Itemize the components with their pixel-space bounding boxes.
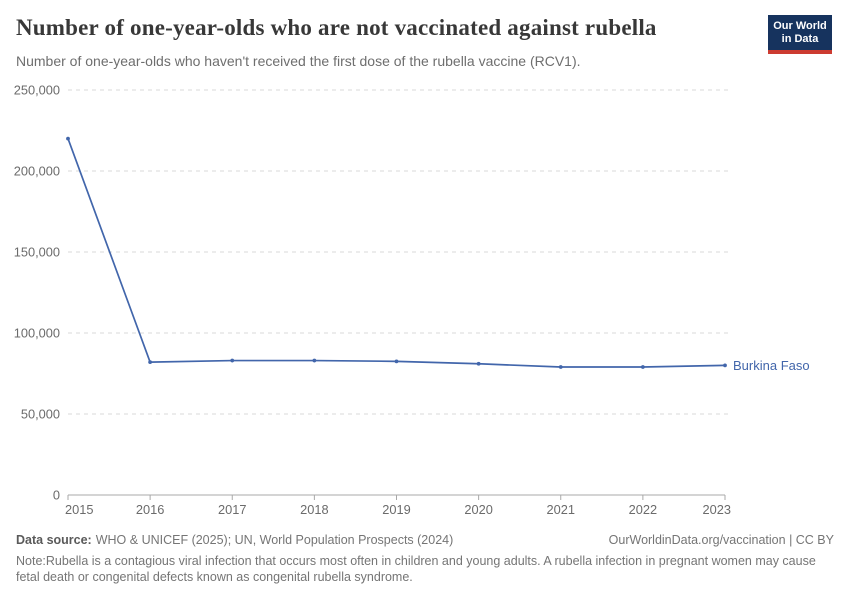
chart-subtitle: Number of one-year-olds who haven't rece… (16, 53, 581, 69)
x-axis-tick-label: 2019 (382, 502, 410, 517)
owid-logo[interactable]: Our World in Data (768, 15, 832, 54)
data-point[interactable] (640, 365, 645, 369)
chart-title: Number of one-year-olds who are not vacc… (16, 15, 657, 40)
data-point[interactable] (66, 136, 70, 141)
owid-logo-accent-bar (768, 50, 832, 54)
data-point[interactable] (230, 358, 235, 363)
x-axis-tick-label: 2018 (300, 502, 328, 517)
y-axis-tick-label: 250,000 (14, 83, 60, 98)
y-axis-tick-label: 200,000 (14, 164, 60, 179)
y-axis-tick-label: 50,000 (21, 407, 60, 422)
data-source-text: WHO & UNICEF (2025); UN, World Populatio… (95, 533, 454, 547)
data-point[interactable] (476, 361, 481, 366)
y-axis-tick-label: 0 (53, 488, 60, 503)
x-axis-tick-label: 2016 (136, 502, 164, 517)
owid-logo-text: Our World in Data (768, 15, 832, 50)
owid-logo-line1: Our World (773, 20, 827, 32)
x-axis-tick-label: 2021 (547, 502, 575, 517)
data-point[interactable] (558, 365, 563, 369)
x-axis-tick-label: 2022 (629, 502, 657, 517)
data-source-label: Data source: (16, 533, 92, 547)
x-axis-tick-label: 2023 (703, 502, 731, 517)
x-axis-tick-label: 2015 (65, 502, 93, 517)
data-point[interactable] (312, 358, 317, 363)
x-axis-tick-label: 2020 (464, 502, 492, 517)
chart-footer: Data source: WHO & UNICEF (2025); UN, Wor… (16, 532, 834, 548)
chart-note: Note:Rubella is a contagious viral infec… (16, 554, 822, 585)
x-axis-tick-label: 2017 (218, 502, 246, 517)
data-point[interactable] (148, 360, 153, 365)
data-point[interactable] (723, 363, 727, 368)
series-entity-label[interactable]: Burkina Faso (733, 358, 810, 373)
y-axis-tick-label: 150,000 (14, 245, 60, 260)
y-axis-tick-label: 100,000 (14, 326, 60, 341)
note-label: Note: (16, 554, 46, 568)
owid-url-license-link[interactable]: OurWorldinData.org/vaccination | CC BY (608, 533, 834, 547)
note-text: Rubella is a contagious viral infection … (16, 554, 816, 584)
owid-logo-line2: in Data (781, 33, 819, 45)
data-source-line: Data source: WHO & UNICEF (2025); UN, Wor… (16, 532, 453, 548)
data-point[interactable] (394, 359, 399, 364)
